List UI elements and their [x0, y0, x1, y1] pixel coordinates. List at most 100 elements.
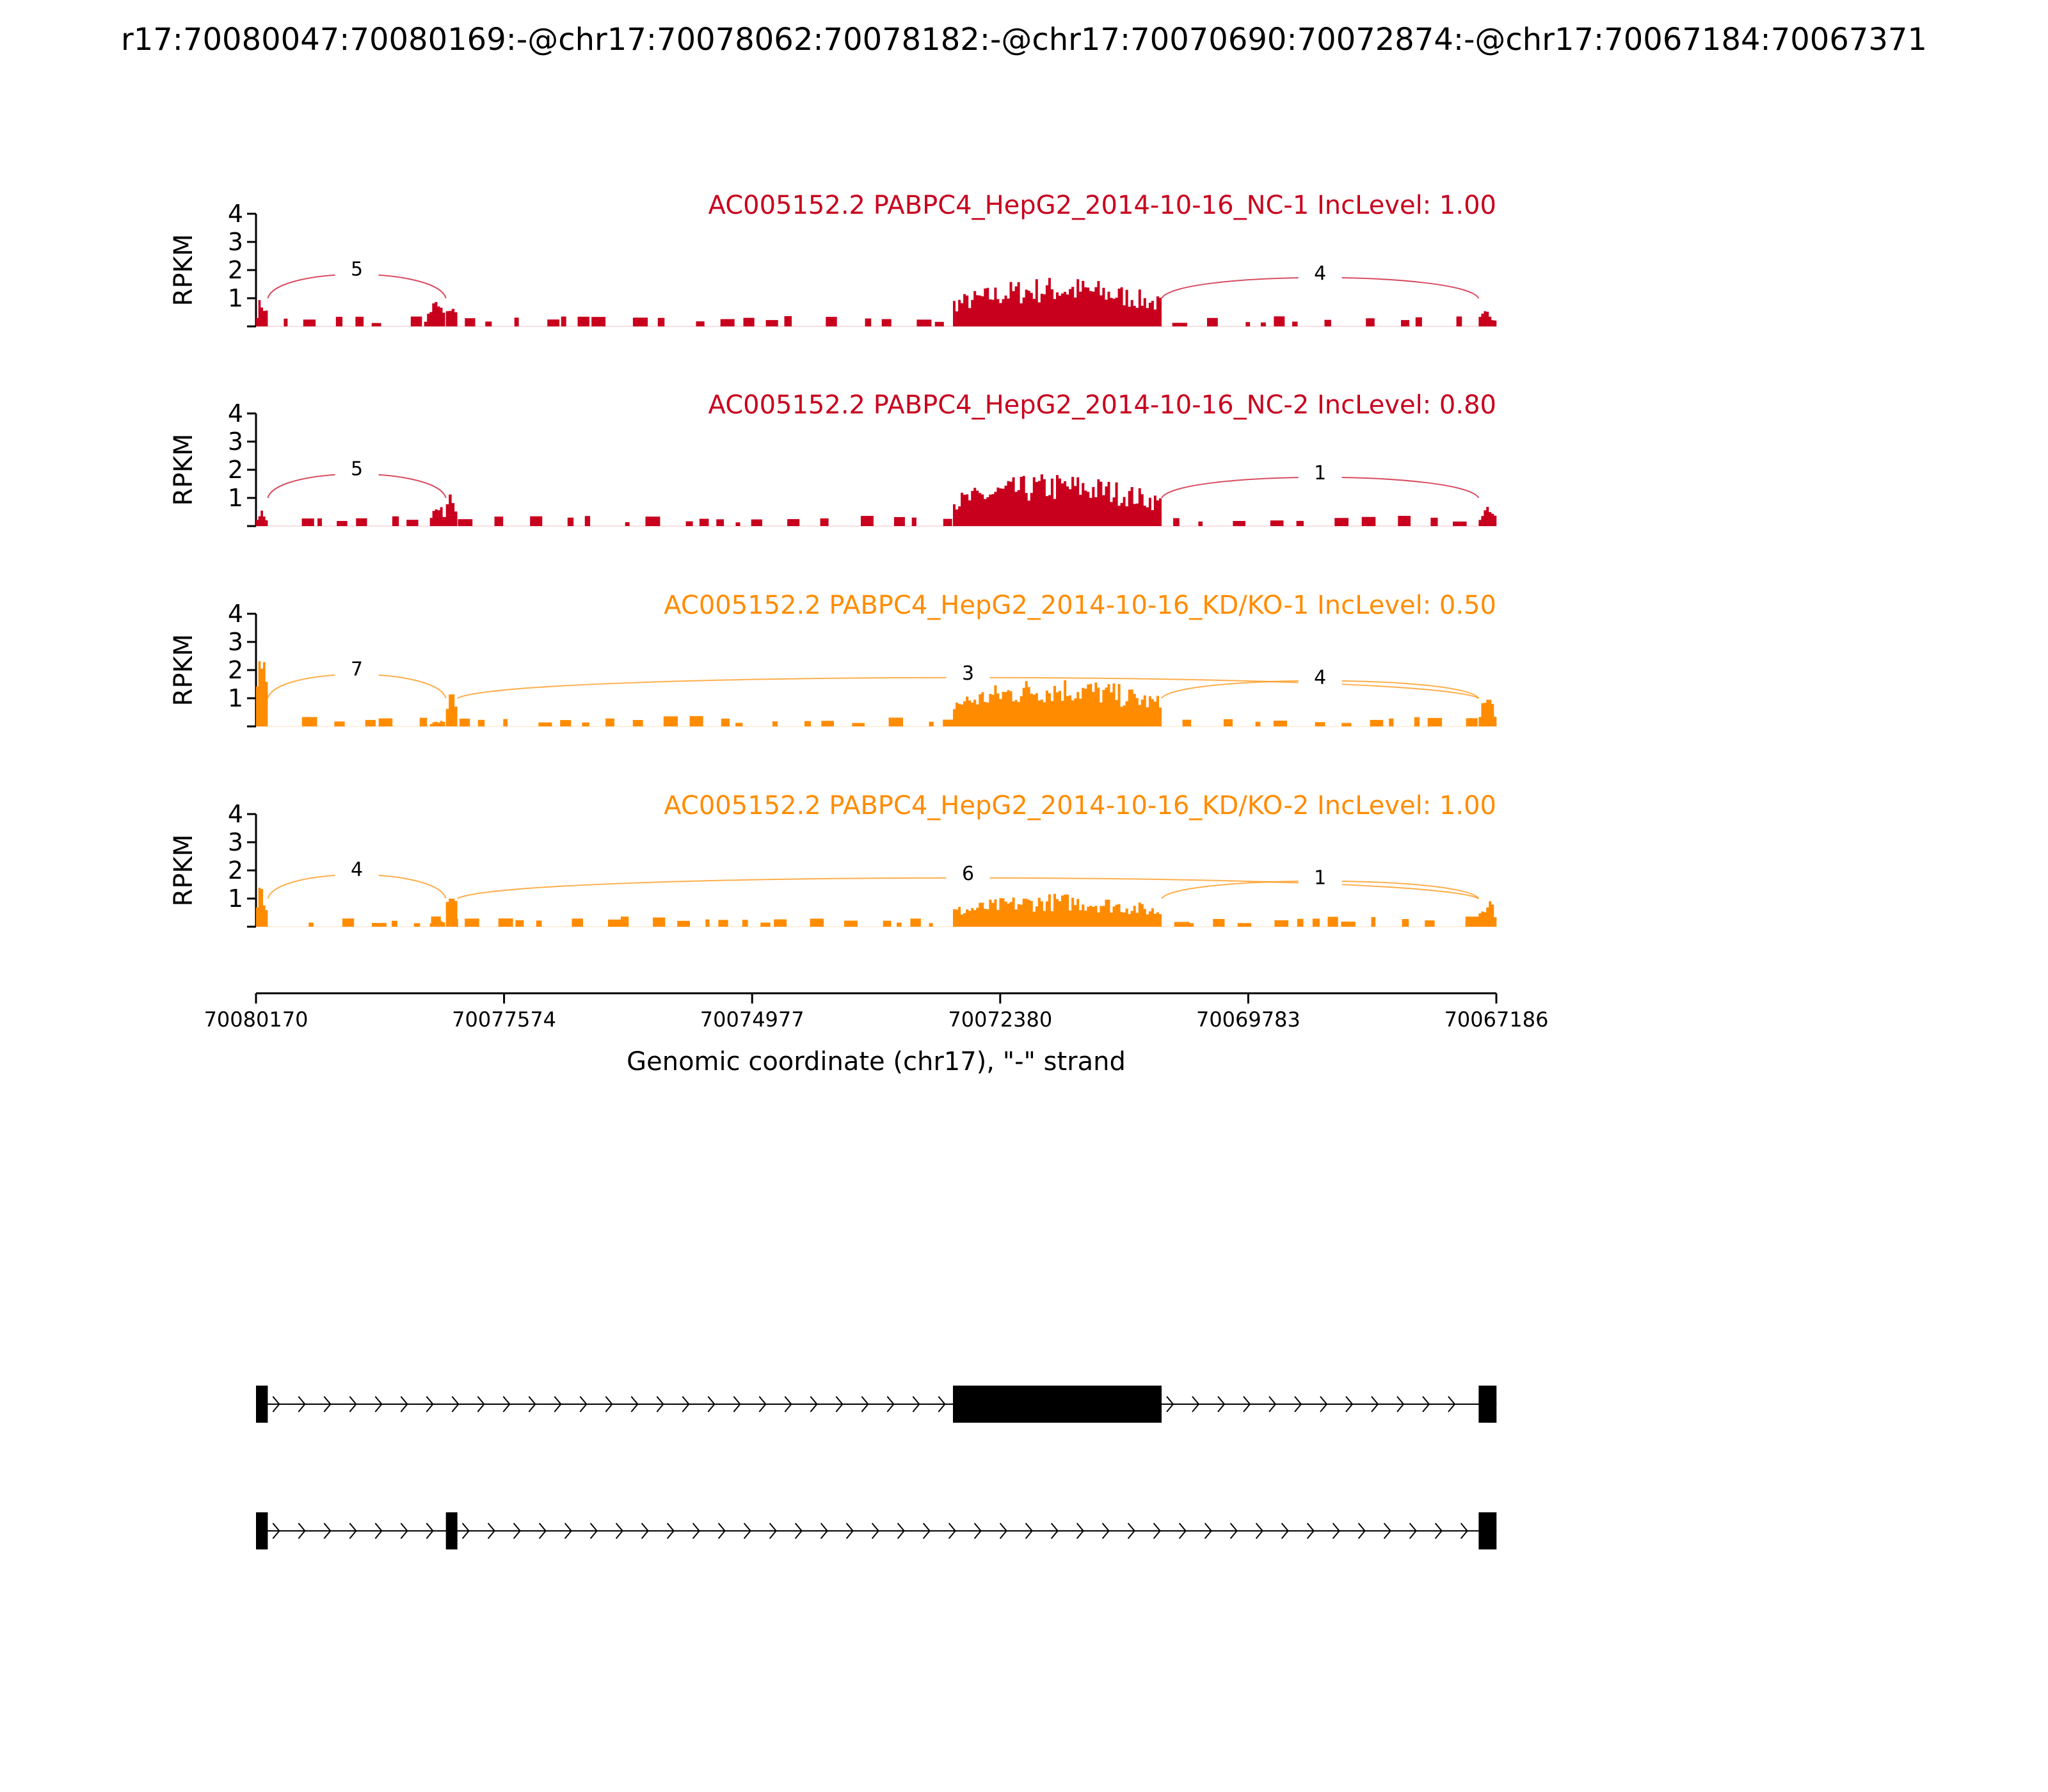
background-read — [677, 920, 690, 927]
background-read — [1092, 520, 1101, 526]
strand-arrow — [1255, 1523, 1263, 1539]
coverage-block — [256, 661, 268, 726]
background-read — [419, 717, 428, 726]
background-read — [1430, 517, 1438, 526]
background-read — [1425, 920, 1435, 927]
background-read — [883, 920, 892, 927]
strand-arrow — [871, 1523, 879, 1539]
background-read — [465, 918, 479, 927]
background-read — [577, 316, 589, 326]
background-read — [1028, 720, 1036, 726]
background-read — [1255, 721, 1261, 726]
strand-arrow — [1320, 1396, 1328, 1412]
strand-arrow — [820, 1523, 828, 1539]
junction-label-bg — [335, 657, 379, 680]
background-read — [1398, 516, 1411, 526]
background-read — [645, 516, 660, 526]
strand-arrow — [426, 1396, 434, 1412]
strand-arrow — [912, 1396, 920, 1412]
background-read — [1105, 921, 1117, 927]
strand-arrow — [630, 1396, 639, 1412]
exon-block — [1478, 1386, 1497, 1423]
strand-arrow — [1371, 1396, 1379, 1412]
background-read — [335, 317, 343, 326]
coverage-track: AC005152.2 PABPC4_HepG2_2014-10-16_NC-1 … — [169, 191, 1497, 328]
background-read — [743, 317, 755, 326]
background-read — [897, 922, 902, 927]
background-read — [1312, 918, 1320, 927]
strand-arrow — [1025, 1523, 1033, 1539]
junction-label-bg — [946, 862, 990, 884]
strand-arrow — [323, 1523, 332, 1539]
background-read — [503, 719, 508, 726]
background-read — [772, 721, 778, 726]
coverage-block — [1478, 311, 1497, 326]
background-read — [317, 518, 322, 526]
strand-arrow — [1448, 1396, 1456, 1412]
y-tick-label: 1 — [228, 684, 243, 712]
background-read — [784, 316, 792, 326]
junction-count: 5 — [351, 458, 363, 480]
junction-label-bg — [946, 662, 990, 684]
coverage-block — [953, 474, 1162, 526]
background-read — [1297, 918, 1304, 927]
background-read — [1401, 320, 1410, 326]
background-read — [1327, 916, 1338, 927]
background-read — [1370, 719, 1384, 726]
strand-arrow — [349, 1523, 357, 1539]
coverage-block — [1478, 700, 1497, 726]
strand-arrow — [1460, 1523, 1468, 1539]
coverage-block — [256, 888, 268, 927]
y-axis-label: RPKM — [169, 234, 198, 307]
strand-arrow — [1268, 1396, 1277, 1412]
background-read — [760, 922, 771, 927]
background-read — [494, 516, 504, 526]
background-read — [1187, 923, 1194, 927]
background-read — [963, 717, 974, 726]
background-read — [1273, 721, 1287, 726]
strand-arrow — [769, 1523, 777, 1539]
background-read — [894, 516, 905, 526]
strand-arrow — [1409, 1523, 1417, 1539]
background-read — [1050, 919, 1059, 927]
background-read — [1103, 317, 1108, 326]
background-read — [303, 319, 316, 326]
junction-count: 7 — [351, 658, 363, 680]
isoform-model — [256, 1386, 1497, 1423]
background-read — [718, 920, 728, 927]
y-tick-label: 3 — [228, 428, 243, 456]
background-read — [1315, 722, 1325, 726]
strand-arrow — [810, 1396, 818, 1412]
strand-arrow — [717, 1523, 726, 1539]
background-read — [1149, 720, 1156, 726]
y-tick-label: 1 — [228, 484, 243, 512]
junction-count: 4 — [1314, 667, 1326, 689]
background-read — [751, 519, 762, 526]
background-read — [1207, 317, 1218, 326]
background-read — [1213, 918, 1225, 927]
strand-arrow — [374, 1396, 383, 1412]
y-tick-label: 2 — [228, 856, 243, 884]
background-read — [966, 319, 977, 326]
y-tick-label: 2 — [228, 456, 243, 484]
strand-arrow — [477, 1396, 485, 1412]
strand-arrow — [1396, 1396, 1405, 1412]
background-read — [301, 518, 314, 526]
coverage-block — [953, 680, 1162, 726]
exon-block — [1478, 1512, 1497, 1549]
x-axis: 70080170 70077574 70074977 70072380 70069783… — [204, 992, 1548, 1076]
strand-arrow — [758, 1396, 767, 1412]
strand-arrow — [374, 1523, 383, 1539]
background-read — [1057, 317, 1064, 326]
background-read — [787, 519, 800, 526]
background-read — [1274, 316, 1285, 326]
background-read — [861, 516, 874, 526]
background-read — [337, 521, 348, 526]
background-read — [929, 721, 934, 726]
strand-arrow — [451, 1396, 460, 1412]
background-read — [804, 721, 811, 726]
background-read — [1182, 719, 1192, 726]
strand-arrow — [1204, 1523, 1212, 1539]
background-read — [735, 522, 740, 526]
strand-arrow — [656, 1396, 664, 1412]
